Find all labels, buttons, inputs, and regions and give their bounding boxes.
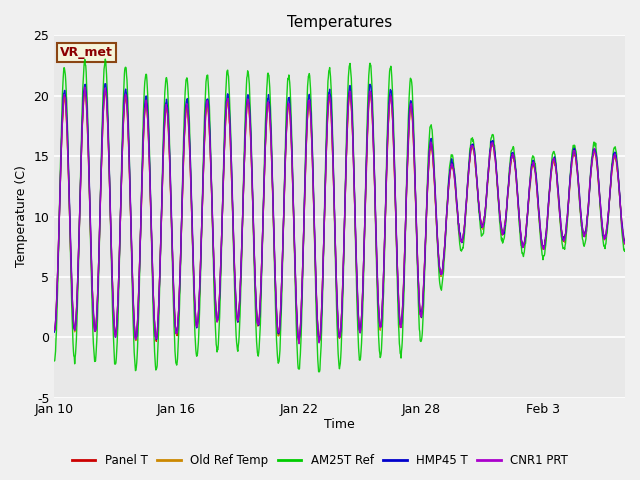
Text: VR_met: VR_met (60, 46, 113, 59)
Title: Temperatures: Temperatures (287, 15, 392, 30)
Legend: Panel T, Old Ref Temp, AM25T Ref, HMP45 T, CNR1 PRT: Panel T, Old Ref Temp, AM25T Ref, HMP45 … (67, 449, 573, 472)
X-axis label: Time: Time (324, 419, 355, 432)
Y-axis label: Temperature (C): Temperature (C) (15, 166, 28, 267)
